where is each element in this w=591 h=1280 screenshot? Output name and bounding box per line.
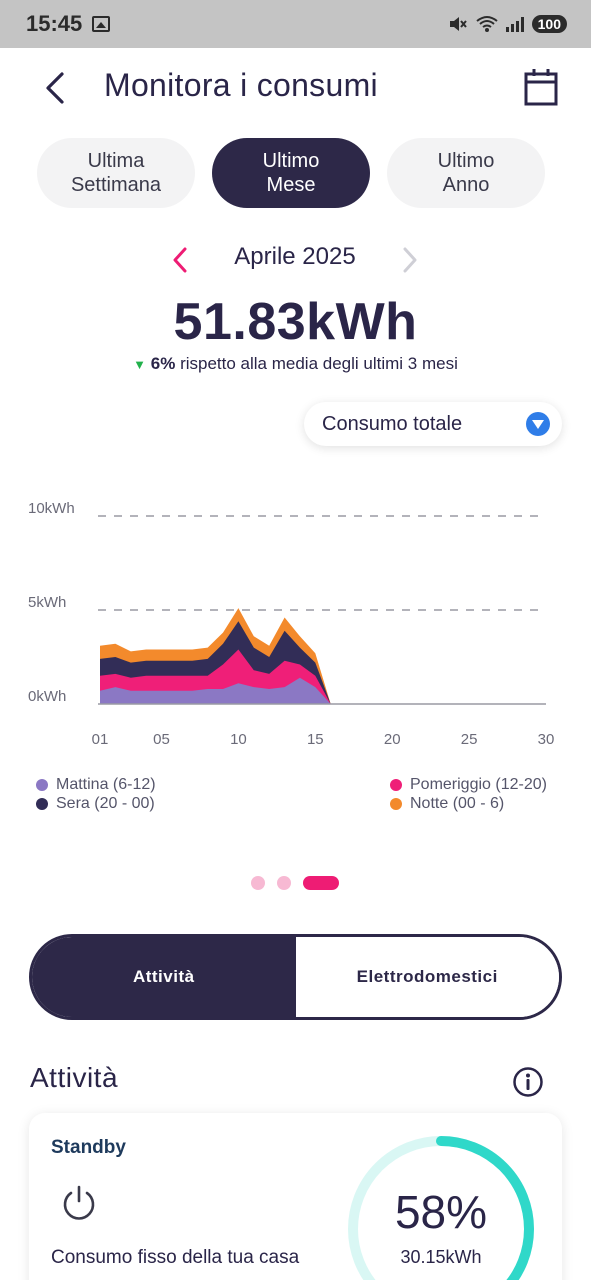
- tab-ultima-settimana[interactable]: Ultima Settimana: [37, 138, 195, 208]
- y-tick-label: 10kWh: [28, 500, 75, 517]
- tab-label-line1: Ultima: [87, 150, 145, 172]
- card-description: Consumo fisso della tua casa: [51, 1247, 300, 1268]
- app-header: Monitora i consumi: [0, 48, 591, 128]
- status-time: 15:45: [26, 11, 83, 36]
- signal-icon: [505, 16, 524, 32]
- standby-percent: 58%: [394, 1186, 488, 1238]
- legend-label: Sera (20 - 00): [56, 795, 155, 812]
- tab-label-line1: Ultimo: [262, 150, 320, 172]
- legend-dot: [390, 798, 402, 810]
- legend-item-mattina: Mattina (6-12): [36, 776, 156, 794]
- page-title: Monitora i consumi: [104, 67, 378, 103]
- tab-label-line1: Ultimo: [437, 150, 495, 172]
- standby-card[interactable]: Standby Consumo fisso della tua casa 58%…: [29, 1113, 562, 1280]
- standby-progress-ring: [348, 1136, 534, 1280]
- x-tick-label: 05: [153, 731, 170, 748]
- chevron-down-icon: [526, 412, 550, 436]
- y-tick-label: 0kWh: [28, 688, 66, 705]
- legend-dot: [390, 779, 402, 791]
- pager-dot-active[interactable]: [303, 876, 339, 890]
- legend-item-pomeriggio: Pomeriggio (12-20): [390, 776, 547, 794]
- area-mattina: [100, 677, 331, 704]
- section-title: Attività: [30, 1062, 119, 1093]
- ring-fill: [348, 1136, 534, 1280]
- previous-month-chevron-icon[interactable]: [168, 244, 192, 276]
- chart-pager: [251, 876, 339, 890]
- status-bar: 15:45 100: [0, 0, 591, 48]
- calendar-icon[interactable]: [524, 68, 558, 106]
- y-tick-label: 5kWh: [28, 594, 66, 611]
- x-tick-label: 01: [92, 731, 109, 748]
- tab-ultimo-mese[interactable]: Ultimo Mese: [212, 138, 370, 208]
- tab-label-line2: Mese: [266, 174, 316, 196]
- consumption-type-select[interactable]: Consumo totale: [304, 402, 562, 446]
- legend-label: Mattina (6-12): [56, 776, 156, 793]
- pager-dot[interactable]: [251, 876, 265, 890]
- legend-dot: [36, 798, 48, 810]
- legend-dot: [36, 779, 48, 791]
- tab-label-line2: Settimana: [70, 174, 162, 196]
- total-consumption-value: 51.83kWh: [173, 293, 418, 351]
- consumption-area-chart: 0kWh 5kWh 10kWh 01 05 10 15 20 25 30: [28, 500, 555, 748]
- x-tick-label: 25: [461, 731, 478, 748]
- down-triangle-icon: ▼: [133, 357, 147, 372]
- card-title: Standby: [51, 1137, 126, 1158]
- tab-label-line2: Anno: [442, 174, 490, 196]
- next-month-chevron-icon[interactable]: [398, 244, 422, 276]
- comparison-label: rispetto alla media degli ultimi 3 mesi: [180, 354, 458, 373]
- x-tick-label: 15: [307, 731, 324, 748]
- standby-kwh: 30.15kWh: [400, 1247, 482, 1267]
- segment-elettrodomestici[interactable]: Elettrodomestici: [295, 937, 559, 1017]
- legend-item-sera: Sera (20 - 00): [36, 795, 155, 813]
- power-icon: [63, 1185, 95, 1220]
- image-notification-icon: [92, 16, 111, 32]
- status-icons: 100: [448, 15, 567, 33]
- chart-legend: Mattina (6-12) Sera (20 - 00) Pomeriggio…: [36, 776, 566, 820]
- x-tick-label: 10: [230, 731, 247, 748]
- month-label: Aprile 2025: [234, 243, 356, 270]
- period-tabs: Ultima Settimana Ultimo Mese Ultimo Anno: [37, 138, 545, 208]
- tab-ultimo-anno[interactable]: Ultimo Anno: [387, 138, 545, 208]
- select-value: Consumo totale: [322, 412, 463, 435]
- x-tick-label: 20: [384, 731, 401, 748]
- legend-item-notte: Notte (00 - 6): [390, 795, 504, 813]
- back-arrow-icon[interactable]: [40, 70, 70, 106]
- comparison-text: ▼ 6% rispetto alla media degli ultimi 3 …: [0, 354, 591, 374]
- pager-dot[interactable]: [277, 876, 291, 890]
- legend-label: Pomeriggio (12-20): [410, 776, 547, 793]
- wifi-icon: [476, 16, 498, 32]
- info-icon[interactable]: [512, 1066, 544, 1098]
- segment-attivita[interactable]: Attività: [32, 937, 296, 1017]
- battery-indicator: 100: [531, 15, 567, 33]
- mute-icon: [449, 17, 467, 31]
- legend-label: Notte (00 - 6): [410, 795, 505, 812]
- comparison-percent: 6%: [150, 354, 176, 373]
- x-tick-label: 30: [538, 731, 555, 748]
- activity-appliance-switch: Attività Elettrodomestici: [29, 934, 562, 1020]
